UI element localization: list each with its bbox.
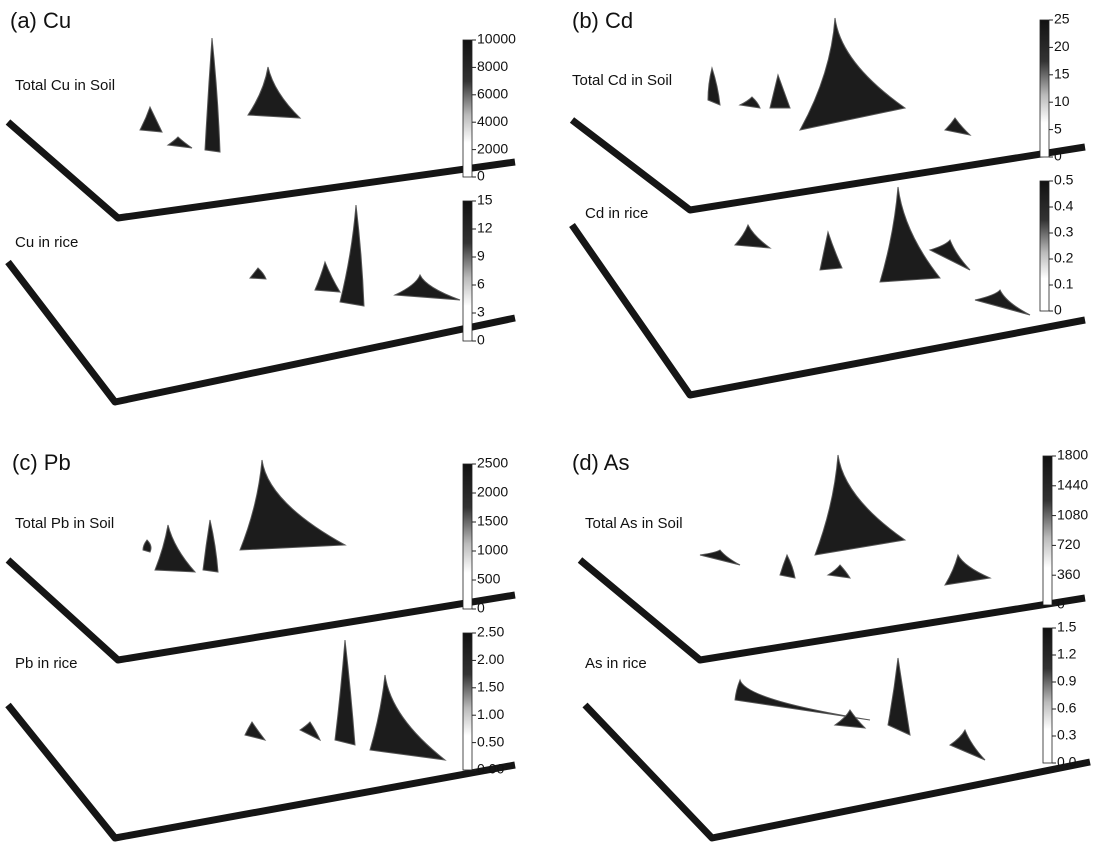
surface-plane	[8, 117, 515, 218]
colorbar-tick-label: 0.1	[1054, 276, 1074, 292]
surface-peak	[888, 658, 910, 735]
colorbar-tick-label: 1000	[477, 542, 508, 558]
colorbar-tick-label: 9	[477, 248, 485, 264]
panel-title: (a) Cu	[10, 8, 71, 33]
colorbar-tick-label: 0	[477, 600, 485, 616]
surface-plane	[8, 705, 515, 838]
colorbar-tick-label: 6000	[477, 86, 508, 102]
colorbar-tick-label: 4000	[477, 113, 508, 129]
plot-label: As in rice	[585, 655, 647, 672]
colorbar-tick-label: 15	[1054, 66, 1070, 82]
colorbar	[463, 633, 472, 770]
colorbar-tick-label: 0.2	[1054, 250, 1074, 266]
colorbar-tick-label: 2.50	[477, 624, 504, 640]
colorbar-tick-label: 12	[477, 220, 493, 236]
colorbar-tick-label: 2000	[477, 484, 508, 500]
colorbar-tick-label: 8000	[477, 58, 508, 74]
surface-peak	[248, 67, 300, 118]
colorbar	[1040, 20, 1049, 157]
colorbar	[463, 40, 472, 177]
colorbar-tick-label: 2000	[477, 140, 508, 156]
panel-title: (d) As	[572, 450, 629, 475]
plot-label: Total As in Soil	[585, 515, 683, 532]
colorbar-tick-label: 2.00	[477, 651, 504, 667]
surface-peak	[880, 187, 940, 282]
panel-title: (c) Pb	[12, 450, 71, 475]
colorbar-tick-label: 10	[1054, 93, 1070, 109]
colorbar	[463, 201, 472, 341]
colorbar-tick-label: 0.9	[1057, 673, 1077, 689]
surface-peak	[240, 460, 345, 550]
surface-peak	[740, 97, 760, 108]
colorbar-tick-label: 20	[1054, 38, 1070, 54]
plot-label: Pb in rice	[15, 655, 78, 672]
colorbar-tick-label: 25	[1054, 11, 1070, 27]
plot-label: Total Pb in Soil	[15, 515, 114, 532]
colorbar-tick-label: 1.50	[477, 679, 504, 695]
colorbar-tick-label: 0.3	[1057, 727, 1077, 743]
colorbar-tick-label: 15	[477, 192, 493, 208]
colorbar	[1043, 628, 1052, 763]
surface-peak	[143, 540, 151, 552]
surface-peak	[930, 240, 970, 270]
colorbar	[1040, 181, 1049, 311]
colorbar-tick-label: 1.2	[1057, 646, 1077, 662]
figure: (a) CuTotal Cu in Soil100008000600040002…	[0, 0, 1097, 844]
surface-peak	[155, 525, 195, 572]
colorbar-tick-label: 500	[477, 571, 501, 587]
colorbar-tick-label: 0	[477, 332, 485, 348]
colorbar-tick-label: 1500	[477, 513, 508, 529]
surface-peak	[820, 232, 842, 270]
surface-peak	[770, 75, 790, 108]
panel-title: (b) Cd	[572, 8, 633, 33]
colorbar-tick-label: 0.5	[1054, 172, 1074, 188]
colorbar-tick-label: 720	[1057, 536, 1081, 552]
surface-peak	[708, 68, 720, 105]
colorbar	[1043, 456, 1052, 605]
surface-plane	[580, 553, 1085, 660]
colorbar-tick-label: 0	[1057, 596, 1065, 612]
colorbar-tick-label: 6	[477, 276, 485, 292]
colorbar	[463, 464, 472, 609]
colorbar-tick-label: 0	[1054, 148, 1062, 164]
colorbar-tick-label: 0.4	[1054, 198, 1074, 214]
plot-label: Total Cd in Soil	[572, 72, 672, 89]
colorbar-tick-label: 0	[477, 168, 485, 184]
colorbar-tick-label: 1.00	[477, 706, 504, 722]
colorbar-tick-label: 0.0	[1057, 754, 1077, 770]
surface-peak	[735, 225, 770, 248]
colorbar-tick-label: 1800	[1057, 447, 1088, 463]
colorbar-tick-label: 0	[1054, 302, 1062, 318]
colorbar-tick-label: 1440	[1057, 477, 1088, 493]
colorbar-tick-label: 2500	[477, 455, 508, 471]
colorbar-tick-label: 0.00	[477, 761, 504, 777]
surface-peak	[340, 205, 364, 306]
surface-peak	[140, 107, 162, 132]
plot-label: Cd in rice	[585, 205, 648, 222]
surface-peak	[203, 520, 218, 572]
colorbar-tick-label: 0.50	[477, 733, 504, 749]
colorbar-tick-label: 5	[1054, 120, 1062, 136]
plot-label: Total Cu in Soil	[15, 77, 115, 94]
colorbar-tick-label: 3	[477, 304, 485, 320]
colorbar-tick-label: 360	[1057, 566, 1081, 582]
colorbar-tick-label: 1.5	[1057, 619, 1077, 635]
surface-peak	[815, 455, 905, 555]
colorbar-tick-label: 0.6	[1057, 700, 1077, 716]
surface-peak	[335, 640, 355, 745]
colorbar-tick-label: 1080	[1057, 506, 1088, 522]
surface-peak	[205, 38, 220, 152]
colorbar-tick-label: 10000	[477, 31, 516, 47]
plot-label: Cu in rice	[15, 234, 78, 251]
colorbar-tick-label: 0.3	[1054, 224, 1074, 240]
